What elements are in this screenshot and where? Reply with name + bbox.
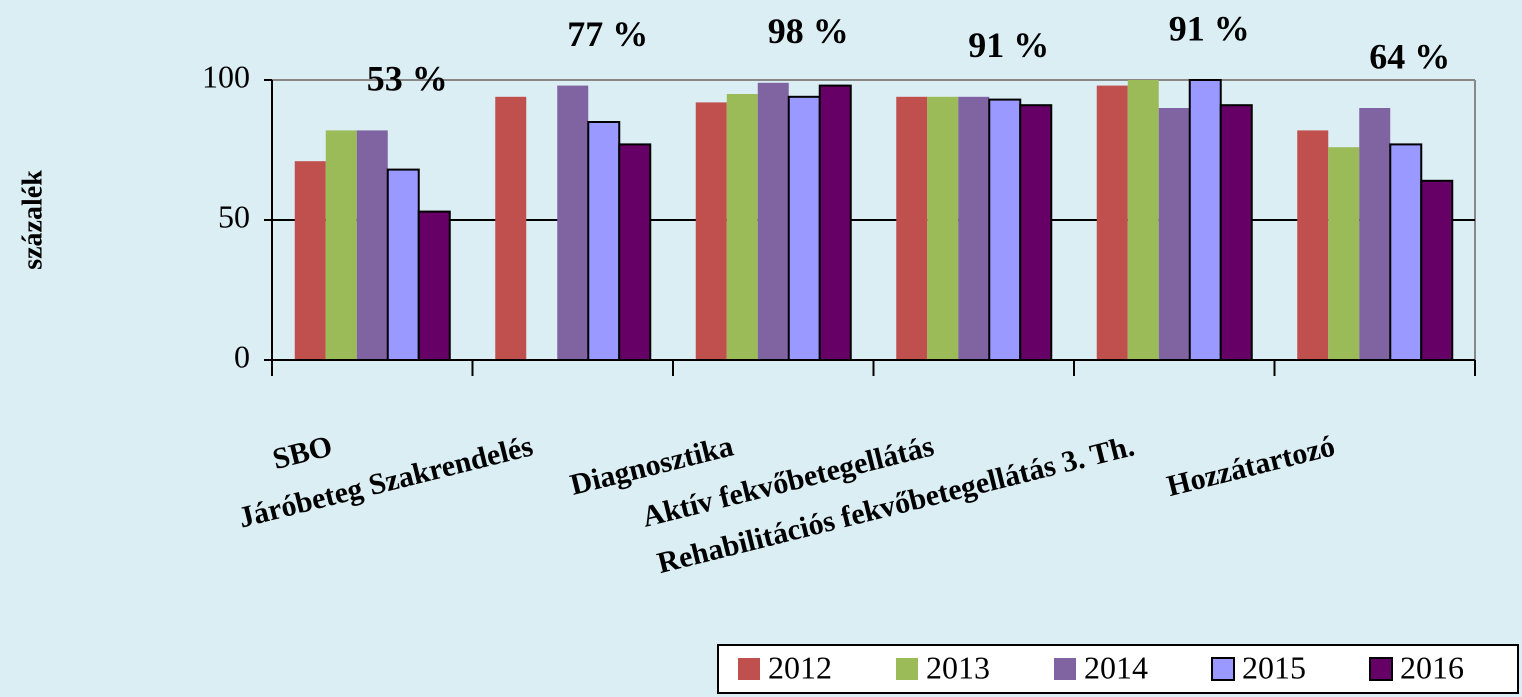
legend-swatch <box>896 658 918 680</box>
bar <box>896 96 928 361</box>
value-label: 53 % <box>367 59 448 99</box>
bar <box>1127 80 1159 360</box>
y-tick-label: 50 <box>218 198 250 234</box>
bar <box>618 143 652 361</box>
bar <box>757 82 789 361</box>
y-tick-label: 0 <box>234 338 250 374</box>
legend-label: 2016 <box>1400 649 1464 685</box>
bar <box>1019 104 1053 361</box>
legend-swatch <box>1369 657 1393 681</box>
bar <box>695 102 727 361</box>
legend-label: 2014 <box>1084 649 1148 685</box>
bar <box>726 94 758 360</box>
bar <box>1420 179 1454 361</box>
bar <box>1188 79 1222 361</box>
bar <box>356 130 388 360</box>
y-axis-label: százalék <box>17 170 48 270</box>
bar <box>988 98 1022 361</box>
y-tick-label: 100 <box>202 58 250 94</box>
bar <box>417 210 451 361</box>
bar <box>787 95 821 362</box>
value-label: 91 % <box>968 25 1049 65</box>
bar <box>294 161 326 360</box>
bar <box>958 96 990 361</box>
bar <box>1219 104 1253 361</box>
bar <box>1096 85 1128 360</box>
legend-swatch <box>1211 657 1235 681</box>
bar <box>325 130 357 360</box>
bar <box>557 85 589 360</box>
value-label: 98 % <box>768 11 849 51</box>
bar <box>1297 130 1329 360</box>
legend-label: 2013 <box>926 649 990 685</box>
bar <box>1389 143 1423 361</box>
legend-label: 2015 <box>1242 649 1306 685</box>
value-label: 77 % <box>567 14 648 54</box>
bar <box>927 96 959 361</box>
legend-label: 2012 <box>768 649 832 685</box>
legend-swatch <box>738 658 760 680</box>
value-label: 64 % <box>1369 36 1450 76</box>
bar <box>818 84 852 361</box>
value-label: 91 % <box>1169 8 1250 48</box>
bar <box>1328 147 1360 360</box>
bar <box>1359 108 1391 360</box>
bar <box>1158 108 1190 360</box>
bar <box>386 168 420 361</box>
legend-swatch <box>1054 658 1076 680</box>
bar <box>587 121 621 361</box>
bar <box>495 96 527 361</box>
